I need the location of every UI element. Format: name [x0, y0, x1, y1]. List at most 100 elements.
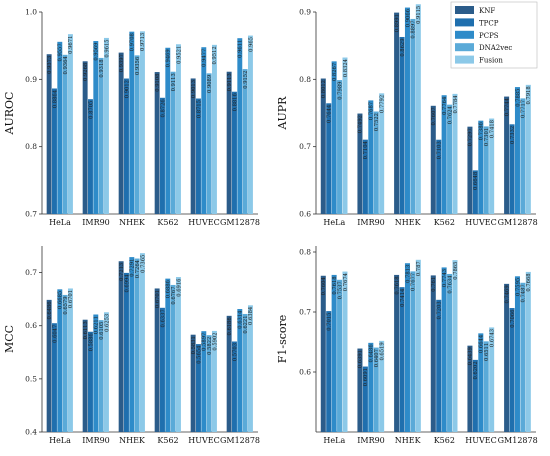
data-label: 0.8267 [332, 63, 338, 81]
bar-pcps-k562 [165, 278, 171, 432]
data-label: 0.9113 [227, 73, 233, 91]
legend-swatch-pcps [455, 30, 474, 39]
bar-pcps-k562 [165, 47, 171, 215]
bar-pcps-imr90 [93, 41, 99, 215]
data-label: 0.6579 [63, 296, 69, 314]
data-label: 0.9152 [243, 71, 249, 89]
category-label: IMR90 [357, 436, 385, 445]
category-label: GM12878 [220, 218, 260, 227]
category-label: HeLa [323, 218, 345, 227]
data-label: 0.7213 [119, 263, 125, 281]
bar-tpcp-nhek [124, 78, 129, 214]
data-label: 0.7291 [130, 259, 136, 277]
data-label: 0.9477 [202, 49, 208, 67]
category-label: HUVEC [188, 436, 219, 445]
data-label: 0.6439 [468, 347, 474, 365]
data-label: 0.8897 [411, 20, 417, 38]
data-label: 0.7264 [135, 259, 141, 278]
data-label: 0.7677 [411, 273, 417, 291]
bar-dna2vec-huvec [483, 126, 489, 214]
data-label: 0.9397 [119, 54, 125, 72]
bar-dna2vec-huvec [206, 73, 212, 214]
data-label: 0.5703 [232, 343, 238, 361]
bar-fusion-huvec [211, 330, 217, 432]
data-label: 0.8991 [394, 14, 400, 32]
category-label: IMR90 [82, 436, 110, 445]
y-axis-label: MCC [3, 325, 16, 353]
bar-tpcp-hela [326, 311, 332, 432]
bar-pcps-imr90 [368, 342, 374, 432]
y-axis-label: AUPR [276, 96, 289, 131]
y-tick-label: 0.9 [299, 8, 311, 17]
data-label: 0.6391 [358, 350, 364, 368]
bar-tpcp-gm12878 [232, 91, 237, 214]
data-label: 0.7414 [400, 288, 406, 307]
bar-tpcp-huvec [472, 359, 478, 432]
data-label: 0.7297 [468, 128, 474, 146]
data-label: 0.9512 [212, 46, 218, 64]
data-label: 0.6486 [369, 344, 375, 362]
bar-knf-k562 [430, 105, 436, 214]
legend-label: TPCP [479, 19, 499, 27]
legend-label: Fusion [479, 57, 503, 65]
bar-pcps-hela [331, 61, 337, 214]
y-tick-label: 0.7 [25, 268, 37, 277]
data-label: 0.7365 [140, 255, 146, 273]
data-label: 0.7918 [526, 86, 532, 104]
category-label: IMR90 [357, 218, 385, 227]
bar-pcps-imr90 [93, 314, 99, 432]
category-label: NHEK [395, 218, 422, 227]
bar-tpcp-imr90 [362, 139, 368, 214]
bar-pcps-huvec [201, 47, 207, 214]
y-tick-label: 0.6 [299, 210, 311, 219]
bar-fusion-k562 [175, 44, 181, 214]
data-label: 0.7743 [442, 269, 448, 287]
category-label: NHEK [119, 218, 146, 227]
data-label: 0.6644 [479, 334, 485, 353]
bar-tpcp-imr90 [362, 366, 368, 432]
category-label: GM12878 [220, 436, 260, 445]
data-label: 0.8715 [196, 100, 202, 118]
data-label: 0.5822 [207, 337, 213, 355]
data-label: 0.6743 [489, 329, 495, 347]
data-label: 0.7784 [453, 95, 459, 114]
bar-tpcp-gm12878 [232, 341, 237, 432]
bar-knf-imr90 [82, 61, 88, 215]
bar-dna2vec-hela [337, 80, 343, 214]
bar-fusion-k562 [175, 277, 181, 432]
data-label: 0.7674 [343, 272, 349, 291]
legend-swatch-knf [455, 6, 474, 14]
bar-dna2vec-nhek [410, 18, 416, 214]
bar-knf-huvec [190, 334, 196, 432]
data-label: 0.9557 [58, 43, 64, 61]
bar-tpcp-hela [52, 323, 57, 432]
bar-pcps-nhek [129, 257, 135, 432]
data-label: 0.7537 [337, 281, 343, 299]
data-label: 0.7066 [510, 310, 516, 328]
bar-dna2vec-nhek [410, 271, 416, 432]
y-tick-label: 0.6 [25, 321, 37, 330]
bar-pcps-nhek [129, 31, 135, 215]
data-label: 0.6511 [484, 343, 490, 361]
bar-fusion-imr90 [103, 37, 109, 214]
data-label: 0.6384 [248, 306, 254, 325]
data-label: 0.9268 [83, 63, 89, 81]
data-label: 0.7717 [521, 100, 527, 118]
bar-pcps-gm12878 [514, 87, 520, 214]
data-label: 0.6767 [171, 286, 177, 304]
category-label: HeLa [49, 436, 71, 445]
bar-tpcp-huvec [472, 170, 478, 214]
bar-knf-k562 [430, 275, 436, 432]
bar-knf-hela [320, 78, 326, 214]
data-label: 0.6337 [160, 309, 166, 327]
bar-knf-imr90 [82, 319, 88, 432]
data-label: 0.6994 [124, 274, 130, 293]
y-tick-label: 0.6 [299, 368, 311, 377]
bar-fusion-k562 [452, 93, 458, 214]
bar-tpcp-gm12878 [509, 308, 515, 432]
bar-pcps-k562 [441, 95, 447, 214]
legend-swatch-fusion [455, 55, 474, 64]
data-label: 0.5654 [196, 345, 202, 364]
data-label: 0.7618 [394, 276, 400, 294]
